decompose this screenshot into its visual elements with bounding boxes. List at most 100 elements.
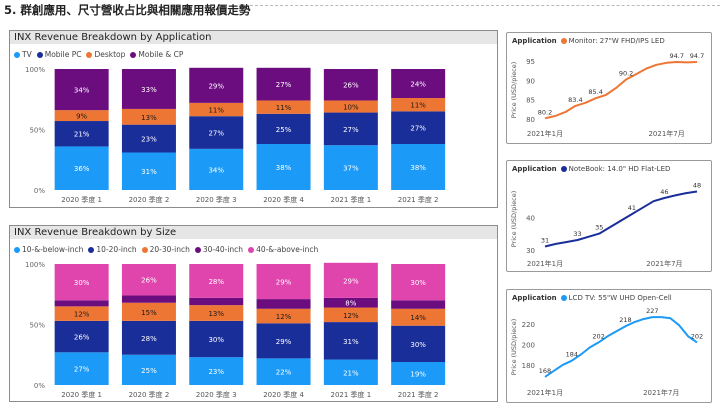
- data-label: 218: [619, 316, 631, 324]
- data-label: 21%: [343, 369, 359, 377]
- bar-segment-mobile-pc: [391, 111, 446, 145]
- monitor-price-panel: Application Monitor: 27"W FHD/IPS LED Pri…: [506, 32, 712, 144]
- data-label: 11%: [208, 107, 224, 115]
- bar-segment-desktop: [54, 110, 109, 122]
- legend-item-30-40-inch[interactable]: 30-40-inch: [194, 245, 243, 254]
- data-label: 30%: [410, 341, 426, 349]
- bar-segment-20-30-inch: [121, 302, 176, 321]
- data-label: 28%: [141, 335, 157, 343]
- bar-segment-mobile-cp: [256, 67, 311, 101]
- data-label: 29%: [208, 82, 224, 90]
- legend-item-40-above-inch[interactable]: 40-&-above-inch: [248, 245, 318, 254]
- application-chart-legend: TV Mobile PC Desktop Mobile & CP: [14, 50, 188, 60]
- application-chart-title: INX Revenue Breakdown by Application: [10, 31, 497, 44]
- x-tick-label: 2021年1月: [527, 388, 563, 397]
- legend-label: Desktop: [94, 50, 126, 59]
- x-tick-label: 2021年7月: [648, 129, 684, 138]
- data-label: 33%: [141, 86, 157, 94]
- legend-label: Mobile & CP: [138, 50, 184, 59]
- data-label: 15%: [141, 309, 157, 317]
- data-label: 184: [566, 351, 578, 359]
- data-label: 23%: [208, 368, 224, 376]
- y-tick-label: 50%: [29, 322, 45, 330]
- page-title: 5. 群創應用、尺寸營收占比與相關應用報價走勢: [4, 3, 251, 17]
- y-tick-label: 180: [522, 362, 535, 370]
- bar-segment-30-40-inch: [121, 295, 176, 303]
- bar-segment-40-above-inch: [189, 264, 244, 298]
- legend-marker: [194, 246, 201, 253]
- legend-title: Application: [512, 165, 557, 173]
- legend-item-desktop[interactable]: Desktop: [86, 50, 125, 59]
- notebook-price-chart: Price (USD/piece) 30 40 2021年1月 2021年7月 31 33 3…: [510, 181, 701, 268]
- bar-segment-10-below-inch: [121, 354, 176, 385]
- bar-segment-10-20-inch: [189, 320, 244, 358]
- data-label: 30%: [208, 336, 224, 344]
- legend-marker: [36, 51, 43, 58]
- x-tick-label: 2021 季度 1: [330, 195, 371, 204]
- data-label: 227: [646, 307, 658, 315]
- data-label: 12%: [343, 312, 359, 320]
- data-label: 21%: [74, 131, 90, 139]
- monitor-price-legend: Application Monitor: 27"W FHD/IPS LED: [512, 37, 665, 45]
- y-tick-label: 85: [526, 97, 535, 105]
- legend-title: Application: [512, 294, 557, 302]
- data-label: 34%: [208, 166, 224, 174]
- legend-item-mobile-pc[interactable]: Mobile PC: [36, 50, 81, 59]
- x-tick-label: 2021 季度 2: [398, 390, 439, 399]
- application-chart-panel: INX Revenue Breakdown by Application TV M…: [9, 30, 498, 208]
- data-label: 37%: [343, 165, 359, 173]
- legend-marker: [248, 246, 255, 253]
- y-tick-label: 30: [526, 247, 535, 255]
- notebook-price-panel: Application NoteBook: 14.0" HD Flat-LED P…: [506, 160, 712, 272]
- legend-label[interactable]: NoteBook: 14.0" HD Flat-LED: [568, 165, 671, 173]
- legend-marker: [560, 38, 567, 44]
- bar-segment-10-20-inch: [391, 325, 446, 363]
- bar-segment-desktop: [391, 98, 446, 112]
- bar-segment-40-above-inch: [391, 264, 446, 301]
- y-tick-label: 90: [526, 77, 535, 85]
- data-label: 90.2: [619, 70, 633, 78]
- bar-segment-30-40-inch: [256, 299, 311, 309]
- x-tick-label: 2021 季度 2: [398, 195, 439, 204]
- legend-marker: [560, 295, 567, 301]
- data-label: 80.2: [538, 108, 552, 116]
- application-chart: 0% 50% 100% 36% 21% 9% 34% 2020 季度 1 31% 23% 13% 33…: [25, 66, 446, 204]
- legend-label[interactable]: Monitor: 27"W FHD/IPS LED: [568, 37, 665, 45]
- bar-segment-tv: [54, 146, 109, 190]
- series-line-monitor-27-w-fhd-ips-led: [544, 61, 698, 120]
- y-axis-label: Price (USD/piece): [510, 62, 518, 119]
- legend-item-tv[interactable]: TV: [14, 50, 32, 59]
- data-label: 26%: [74, 334, 90, 342]
- data-label: 36%: [74, 165, 90, 173]
- data-label: 29%: [276, 338, 292, 346]
- bar-segment-10-below-inch: [391, 362, 446, 385]
- bar-segment-mobile-pc: [323, 112, 378, 146]
- bar-segment-tv: [121, 152, 176, 190]
- data-label: 25%: [276, 126, 292, 134]
- x-tick-label: 2020 季度 3: [196, 390, 237, 399]
- data-label: 12%: [276, 313, 292, 321]
- data-label: 13%: [141, 114, 157, 122]
- data-label: 33: [573, 230, 581, 238]
- data-label: 29%: [343, 277, 359, 285]
- bar-segment-10-20-inch: [323, 322, 378, 360]
- bar-segment-mobile-cp: [323, 69, 378, 101]
- legend-marker: [88, 246, 95, 253]
- legend-item-mobile-cp[interactable]: Mobile & CP: [130, 50, 183, 59]
- bar-segment-mobile-pc: [256, 113, 311, 145]
- bar-segment-20-30-inch: [256, 308, 311, 324]
- legend-item-10-below-inch[interactable]: 10-&-below-inch: [14, 245, 83, 254]
- bar-segment-10-below-inch: [256, 358, 311, 385]
- bar-segment-tv: [391, 144, 446, 190]
- x-tick-label: 2020 季度 4: [263, 390, 304, 399]
- legend-item-10-20-inch[interactable]: 10-20-inch: [88, 245, 137, 254]
- x-tick-label: 2021年1月: [527, 259, 563, 268]
- x-tick-label: 2020 季度 2: [129, 195, 170, 204]
- legend-item-20-30-inch[interactable]: 20-30-inch: [141, 245, 190, 254]
- legend-label[interactable]: LCD TV: 55"W UHD Open-Cell: [568, 294, 672, 302]
- bar-segment-10-below-inch: [54, 352, 109, 385]
- y-tick-label: 200: [522, 341, 535, 349]
- legend-marker: [14, 51, 20, 58]
- bar-segment-30-40-inch: [391, 300, 446, 309]
- bar-segment-desktop: [323, 100, 378, 113]
